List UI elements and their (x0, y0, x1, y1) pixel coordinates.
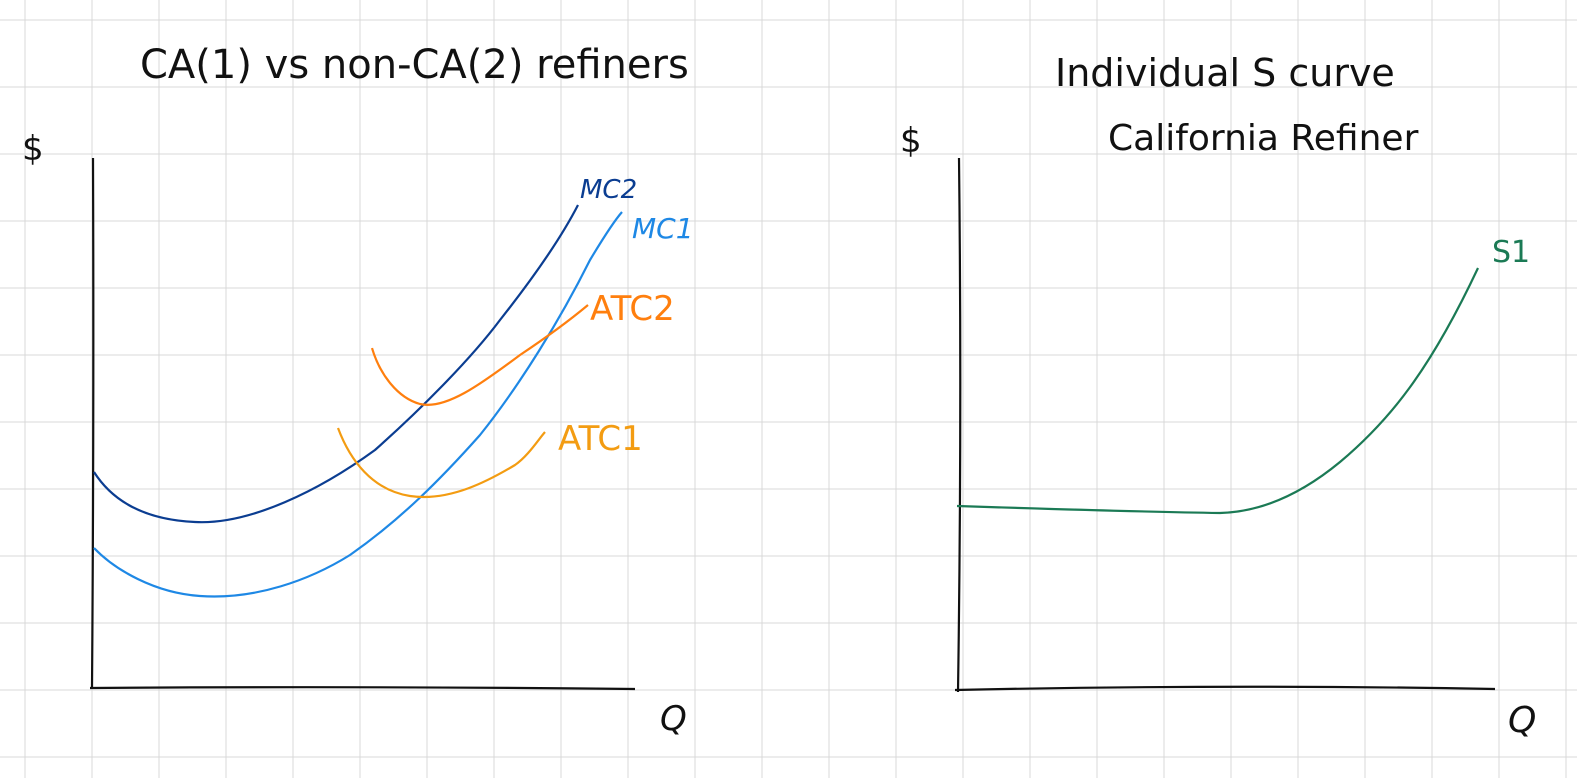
atc2-label: ATC2 (590, 289, 675, 329)
mc2-label: MC2 (580, 175, 637, 205)
s1-label: S1 (1492, 235, 1530, 270)
mc1-curve (93, 211, 623, 598)
right-graph-title-line2: California Refiner (1108, 118, 1419, 159)
right-y-axis-label: $ (900, 121, 922, 161)
s1-curve (956, 267, 1479, 515)
left-graph-title: CA(1) vs non-CA(2) refiners (140, 42, 689, 88)
left-graph: CA(1) vs non-CA(2) refiners $ Q MC2 MC1 … (22, 42, 694, 739)
left-x-axis-label: Q (660, 699, 687, 739)
right-y-axis (956, 157, 962, 693)
atc1-curve (336, 427, 546, 499)
left-y-axis (90, 157, 95, 689)
atc1-label: ATC1 (558, 419, 643, 459)
right-x-axis-label: Q (1508, 700, 1536, 741)
mc1-label: MC1 (632, 212, 694, 245)
right-graph-title-line1: Individual S curve (1055, 51, 1395, 95)
right-graph: Individual S curve California Refiner $ … (900, 51, 1536, 741)
right-x-axis (954, 685, 1496, 692)
left-y-axis-label: $ (22, 129, 44, 169)
mc2-curve (93, 204, 579, 524)
atc2-curve (370, 304, 589, 406)
left-x-axis (89, 686, 636, 691)
